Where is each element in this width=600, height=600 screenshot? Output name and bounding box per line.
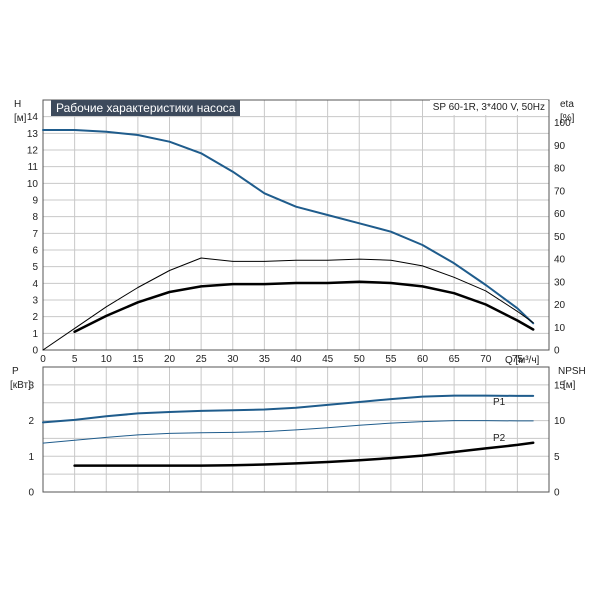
x-tick-label: 75 <box>512 354 524 365</box>
top-left-tick-label: 3 <box>32 296 38 307</box>
x-tick-label: 45 <box>322 354 334 365</box>
bottom-left-tick-label: 0 <box>28 488 34 499</box>
bottom-grid <box>43 367 549 492</box>
x-tick-label: 60 <box>417 354 429 365</box>
bottom-right-tick-label: 15 <box>554 380 566 391</box>
top-left-tick-label: 4 <box>32 279 38 290</box>
bottom-left-tick-label: 1 <box>28 452 34 463</box>
x-tick-label: 20 <box>164 354 176 365</box>
top-right-tick-label: 30 <box>554 277 566 288</box>
x-tick-label: 70 <box>480 354 492 365</box>
x-axis-label: Q [м³/ч] <box>505 355 540 366</box>
top-left-tick-label: 5 <box>32 262 38 273</box>
top-right-tick-label: 70 <box>554 186 566 197</box>
series-label-p2: P2 <box>493 433 506 444</box>
top-right-tick-label: 90 <box>554 141 566 152</box>
top-left-tick-label: 13 <box>27 129 39 140</box>
top-plot-frame <box>42 99 550 351</box>
x-tick-label: 5 <box>72 354 78 365</box>
top-left-axis-unit: [м] <box>14 113 27 124</box>
top-right-tick-label: 40 <box>554 255 566 266</box>
top-right-tick-label: 50 <box>554 232 566 243</box>
x-tick-label: 25 <box>196 354 208 365</box>
top-left-tick-label: 10 <box>27 179 39 190</box>
x-tick-label: 55 <box>385 354 397 365</box>
x-tick-label: 65 <box>449 354 461 365</box>
top-left-tick-label: 9 <box>32 196 38 207</box>
bottom-left-tick-label: 2 <box>28 416 34 427</box>
bottom-series-1-line <box>42 420 534 444</box>
series-lines <box>42 129 535 467</box>
top-right-tick-label: 20 <box>554 300 566 311</box>
x-tick-label: 50 <box>354 354 366 365</box>
bottom-plot-frame <box>42 366 550 493</box>
bottom-series-0-line <box>42 394 535 424</box>
top-right-tick-label: 10 <box>554 323 566 334</box>
axis-tick-labels: 0 5 10 15 20 25 30 35 40 45 50 55 60 65 70 750123456789… <box>27 112 571 498</box>
top-left-tick-label: 7 <box>32 229 38 240</box>
bottom-right-tick-label: 0 <box>554 488 560 499</box>
top-left-tick-label: 0 <box>32 346 38 357</box>
x-tick-label: 10 <box>101 354 113 365</box>
x-tick-label: 40 <box>290 354 302 365</box>
bottom-series-2-line <box>73 441 535 467</box>
top-left-tick-label: 2 <box>32 312 38 323</box>
x-tick-label: 0 <box>40 354 46 365</box>
bottom-right-axis-label: NPSH <box>558 366 586 377</box>
bottom-left-axis-label: P <box>12 366 19 377</box>
bottom-right-axis-unit: [м] <box>563 380 576 391</box>
top-series-1-line <box>42 257 534 351</box>
x-tick-label: 35 <box>259 354 271 365</box>
top-right-tick-label: 80 <box>554 164 566 175</box>
top-left-tick-label: 14 <box>27 112 39 123</box>
top-right-axis-label: eta <box>560 99 574 110</box>
top-right-tick-label: 100 <box>554 118 571 129</box>
top-series-2-line <box>73 280 535 334</box>
x-tick-label: 30 <box>227 354 239 365</box>
x-tick-label: 15 <box>132 354 144 365</box>
series-label-p1: P1 <box>493 397 506 408</box>
bottom-left-tick-label: 3 <box>28 380 34 391</box>
top-left-tick-label: 1 <box>32 329 38 340</box>
top-right-axis-unit: [%] <box>560 113 575 124</box>
chart-subtitle: SP 60-1R, 3*400 V, 50Hz <box>429 100 548 115</box>
top-left-tick-label: 11 <box>28 162 39 173</box>
top-series-0-line <box>42 129 535 325</box>
top-left-tick-label: 6 <box>32 246 38 257</box>
top-left-tick-label: 8 <box>32 212 38 223</box>
chart-title: Рабочие характеристики насоса <box>51 100 241 116</box>
top-right-tick-label: 60 <box>554 209 566 220</box>
bottom-left-axis-unit: [кВт] <box>10 380 31 391</box>
top-left-tick-label: 12 <box>27 146 39 157</box>
top-right-tick-label: 0 <box>554 346 560 357</box>
bottom-right-tick-label: 10 <box>554 416 566 427</box>
top-grid <box>43 99 549 350</box>
bottom-right-tick-label: 5 <box>554 452 560 463</box>
top-left-axis-label: H <box>14 99 21 110</box>
